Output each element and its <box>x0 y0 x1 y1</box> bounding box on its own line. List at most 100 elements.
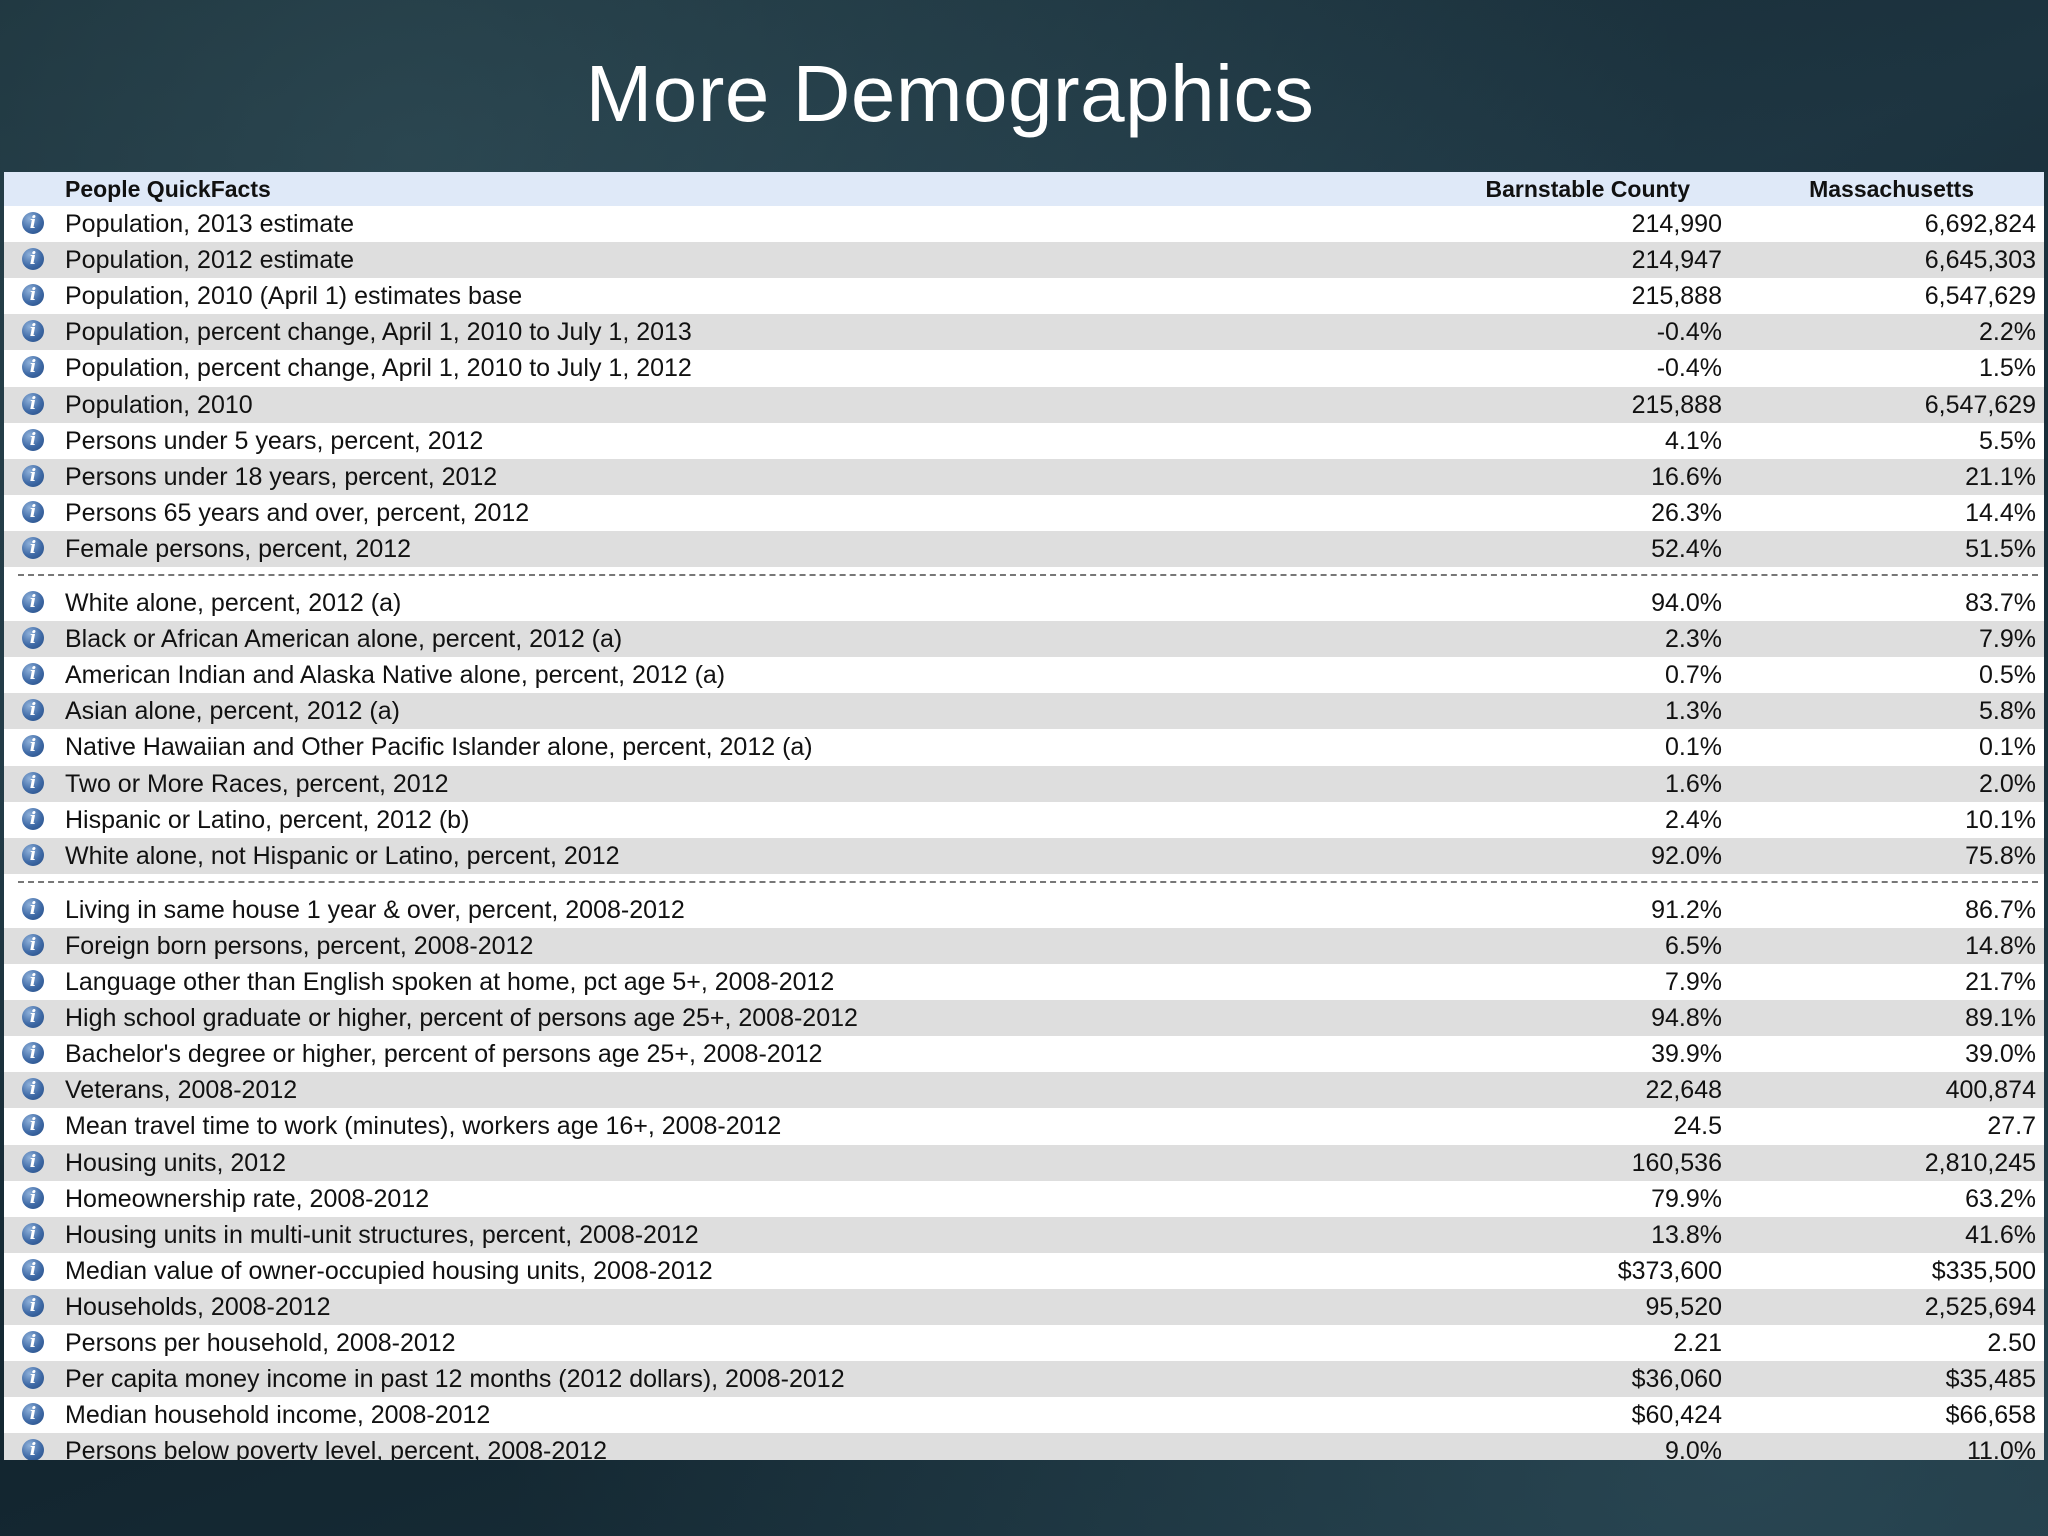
state-value: 14.4% <box>1965 498 2036 527</box>
info-icon[interactable]: i <box>22 843 44 866</box>
state-value: 21.7% <box>1965 968 2036 996</box>
table-row: i Population, percent change, April 1, 20… <box>4 350 2044 386</box>
table-row: i Households, 2008-2012 95,520 2,525,694 <box>4 1288 2044 1325</box>
row-label: Asian alone, percent, 2012 (a) <box>65 697 400 726</box>
table-row: i Housing units in multi-unit structures,… <box>4 1216 2044 1253</box>
info-icon[interactable]: i <box>22 320 44 343</box>
info-icon[interactable]: i <box>22 1078 44 1101</box>
state-value: 2.50 <box>1987 1329 2036 1357</box>
info-icon[interactable]: i <box>22 464 44 487</box>
info-icon[interactable]: i <box>22 591 44 613</box>
state-value: $66,658 <box>1945 1401 2036 1430</box>
table-row: i Population, 2010 215,888 6,547,629 <box>4 386 2044 423</box>
row-label: Population, 2010 (April 1) estimates bas… <box>65 282 523 311</box>
info-icon[interactable]: i <box>22 807 44 830</box>
county-value: 1.6% <box>1665 769 1722 798</box>
info-icon[interactable]: i <box>22 1294 44 1317</box>
info-icon[interactable]: i <box>22 428 44 451</box>
info-icon[interactable]: i <box>22 356 44 379</box>
info-icon[interactable]: i <box>22 248 44 271</box>
info-icon[interactable]: i <box>22 897 44 920</box>
state-value: 0.5% <box>1979 661 2036 690</box>
info-icon[interactable]: i <box>22 500 44 523</box>
info-icon[interactable]: i <box>22 1403 44 1426</box>
county-value: 4.1% <box>1665 426 1722 455</box>
info-icon[interactable]: i <box>22 392 44 415</box>
table-row: i Hispanic or Latino, percent, 2012 (b) 2.… <box>4 802 2044 838</box>
state-value: 2.0% <box>1979 769 2036 798</box>
table-row: i Persons 65 years and over, percent, 201… <box>4 495 2044 531</box>
county-value: -0.4% <box>1656 354 1722 383</box>
state-value: 2,810,245 <box>1924 1148 2036 1177</box>
info-icon[interactable]: i <box>22 1006 44 1029</box>
row-label: High school graduate or higher, percent … <box>65 1004 858 1033</box>
info-icon[interactable]: i <box>22 1042 44 1065</box>
state-value: 5.5% <box>1979 426 2036 455</box>
header-label: People QuickFacts <box>65 176 271 202</box>
info-icon[interactable]: i <box>22 1258 44 1281</box>
info-icon[interactable]: i <box>22 735 44 758</box>
row-label: Housing units, 2012 <box>65 1148 286 1177</box>
row-label: Bachelor's degree or higher, percent of … <box>65 1040 823 1069</box>
info-icon[interactable]: i <box>22 536 44 559</box>
info-icon[interactable]: i <box>22 284 44 307</box>
state-value: 14.8% <box>1965 931 2036 960</box>
county-value: 2.4% <box>1665 805 1722 834</box>
county-value: 6.5% <box>1665 931 1722 960</box>
row-label: Housing units in multi-unit structures, … <box>65 1220 699 1249</box>
table-row: i Living in same house 1 year & over, per… <box>4 892 2044 928</box>
info-icon[interactable]: i <box>22 1367 44 1390</box>
county-value: 0.7% <box>1665 661 1722 690</box>
state-value: 86.7% <box>1965 895 2036 924</box>
state-value: 39.0% <box>1965 1040 2036 1069</box>
state-value: 5.8% <box>1979 697 2036 726</box>
info-icon[interactable]: i <box>22 933 44 956</box>
state-value: 11.0% <box>1966 1437 2036 1460</box>
info-icon[interactable]: i <box>22 1331 44 1353</box>
row-label: White alone, percent, 2012 (a) <box>65 589 402 617</box>
county-value: 24.5 <box>1673 1112 1722 1141</box>
row-label: Population, 2010 <box>65 390 253 419</box>
state-value: 6,692,824 <box>1924 210 2036 238</box>
header-state: Massachusetts <box>1809 176 1974 202</box>
table-row: i Median household income, 2008-2012 $60,4… <box>4 1397 2044 1433</box>
table-row: i Black or African American alone, percen… <box>4 621 2044 658</box>
row-label: Foreign born persons, percent, 2008-2012 <box>65 931 534 960</box>
table-row: i High school graduate or higher, percent… <box>4 1000 2044 1037</box>
info-icon[interactable]: i <box>22 1114 44 1137</box>
row-label: Median household income, 2008-2012 <box>65 1401 491 1430</box>
state-value: 75.8% <box>1965 841 2036 870</box>
county-value: 22,648 <box>1645 1076 1722 1105</box>
state-value: 41.6% <box>1965 1220 2036 1249</box>
county-value: 94.0% <box>1651 589 1722 617</box>
table-row: i American Indian and Alaska Native alone… <box>4 657 2044 693</box>
info-icon[interactable]: i <box>22 212 44 234</box>
info-icon[interactable]: i <box>22 627 44 650</box>
state-value: 27.7 <box>1987 1112 2036 1141</box>
state-value: 6,547,629 <box>1924 390 2036 419</box>
info-icon[interactable]: i <box>22 1150 44 1173</box>
section-separator <box>18 880 2038 883</box>
info-icon[interactable]: i <box>22 663 44 686</box>
info-icon[interactable]: i <box>22 771 44 794</box>
row-label: Population, percent change, April 1, 201… <box>65 318 692 347</box>
info-icon[interactable]: i <box>22 970 44 992</box>
county-value: 1.3% <box>1665 697 1722 726</box>
row-label: Population, 2012 estimate <box>65 246 355 275</box>
state-value: 400,874 <box>1945 1076 2036 1105</box>
county-value: 7.9% <box>1665 968 1722 996</box>
state-value: 10.1% <box>1965 805 2036 834</box>
info-icon[interactable]: i <box>22 1186 44 1209</box>
header-county: Barnstable County <box>1485 176 1690 202</box>
row-label: Native Hawaiian and Other Pacific Island… <box>65 733 813 762</box>
county-value: 160,536 <box>1631 1148 1722 1177</box>
info-icon[interactable]: i <box>22 1222 44 1245</box>
info-icon[interactable]: i <box>22 699 44 722</box>
table-row: i Median value of owner-occupied housing … <box>4 1253 2044 1289</box>
row-label: White alone, not Hispanic or Latino, per… <box>65 841 620 870</box>
row-label: Language other than English spoken at ho… <box>65 968 835 996</box>
state-value: 7.9% <box>1979 625 2036 654</box>
table-row: i Housing units, 2012 160,536 2,810,245 <box>4 1144 2044 1181</box>
section-separator <box>18 574 2038 576</box>
info-icon[interactable]: i <box>22 1439 44 1460</box>
